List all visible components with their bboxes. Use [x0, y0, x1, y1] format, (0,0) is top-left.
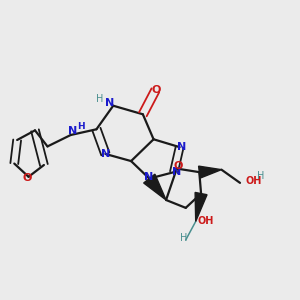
Polygon shape [195, 192, 207, 221]
Text: O: O [22, 173, 32, 183]
Text: H: H [180, 233, 188, 243]
Text: OH: OH [197, 216, 214, 226]
Polygon shape [199, 166, 221, 178]
Text: H: H [257, 171, 264, 182]
Text: N: N [172, 167, 182, 177]
Text: O: O [173, 161, 182, 171]
Text: H: H [78, 122, 85, 130]
Text: H: H [96, 94, 103, 103]
Text: N: N [101, 149, 110, 159]
Polygon shape [144, 174, 166, 200]
Text: OH: OH [245, 176, 262, 186]
Text: O: O [152, 85, 161, 95]
Text: N: N [105, 98, 114, 108]
Text: N: N [144, 172, 153, 182]
Text: N: N [68, 126, 77, 136]
Text: N: N [177, 142, 186, 152]
